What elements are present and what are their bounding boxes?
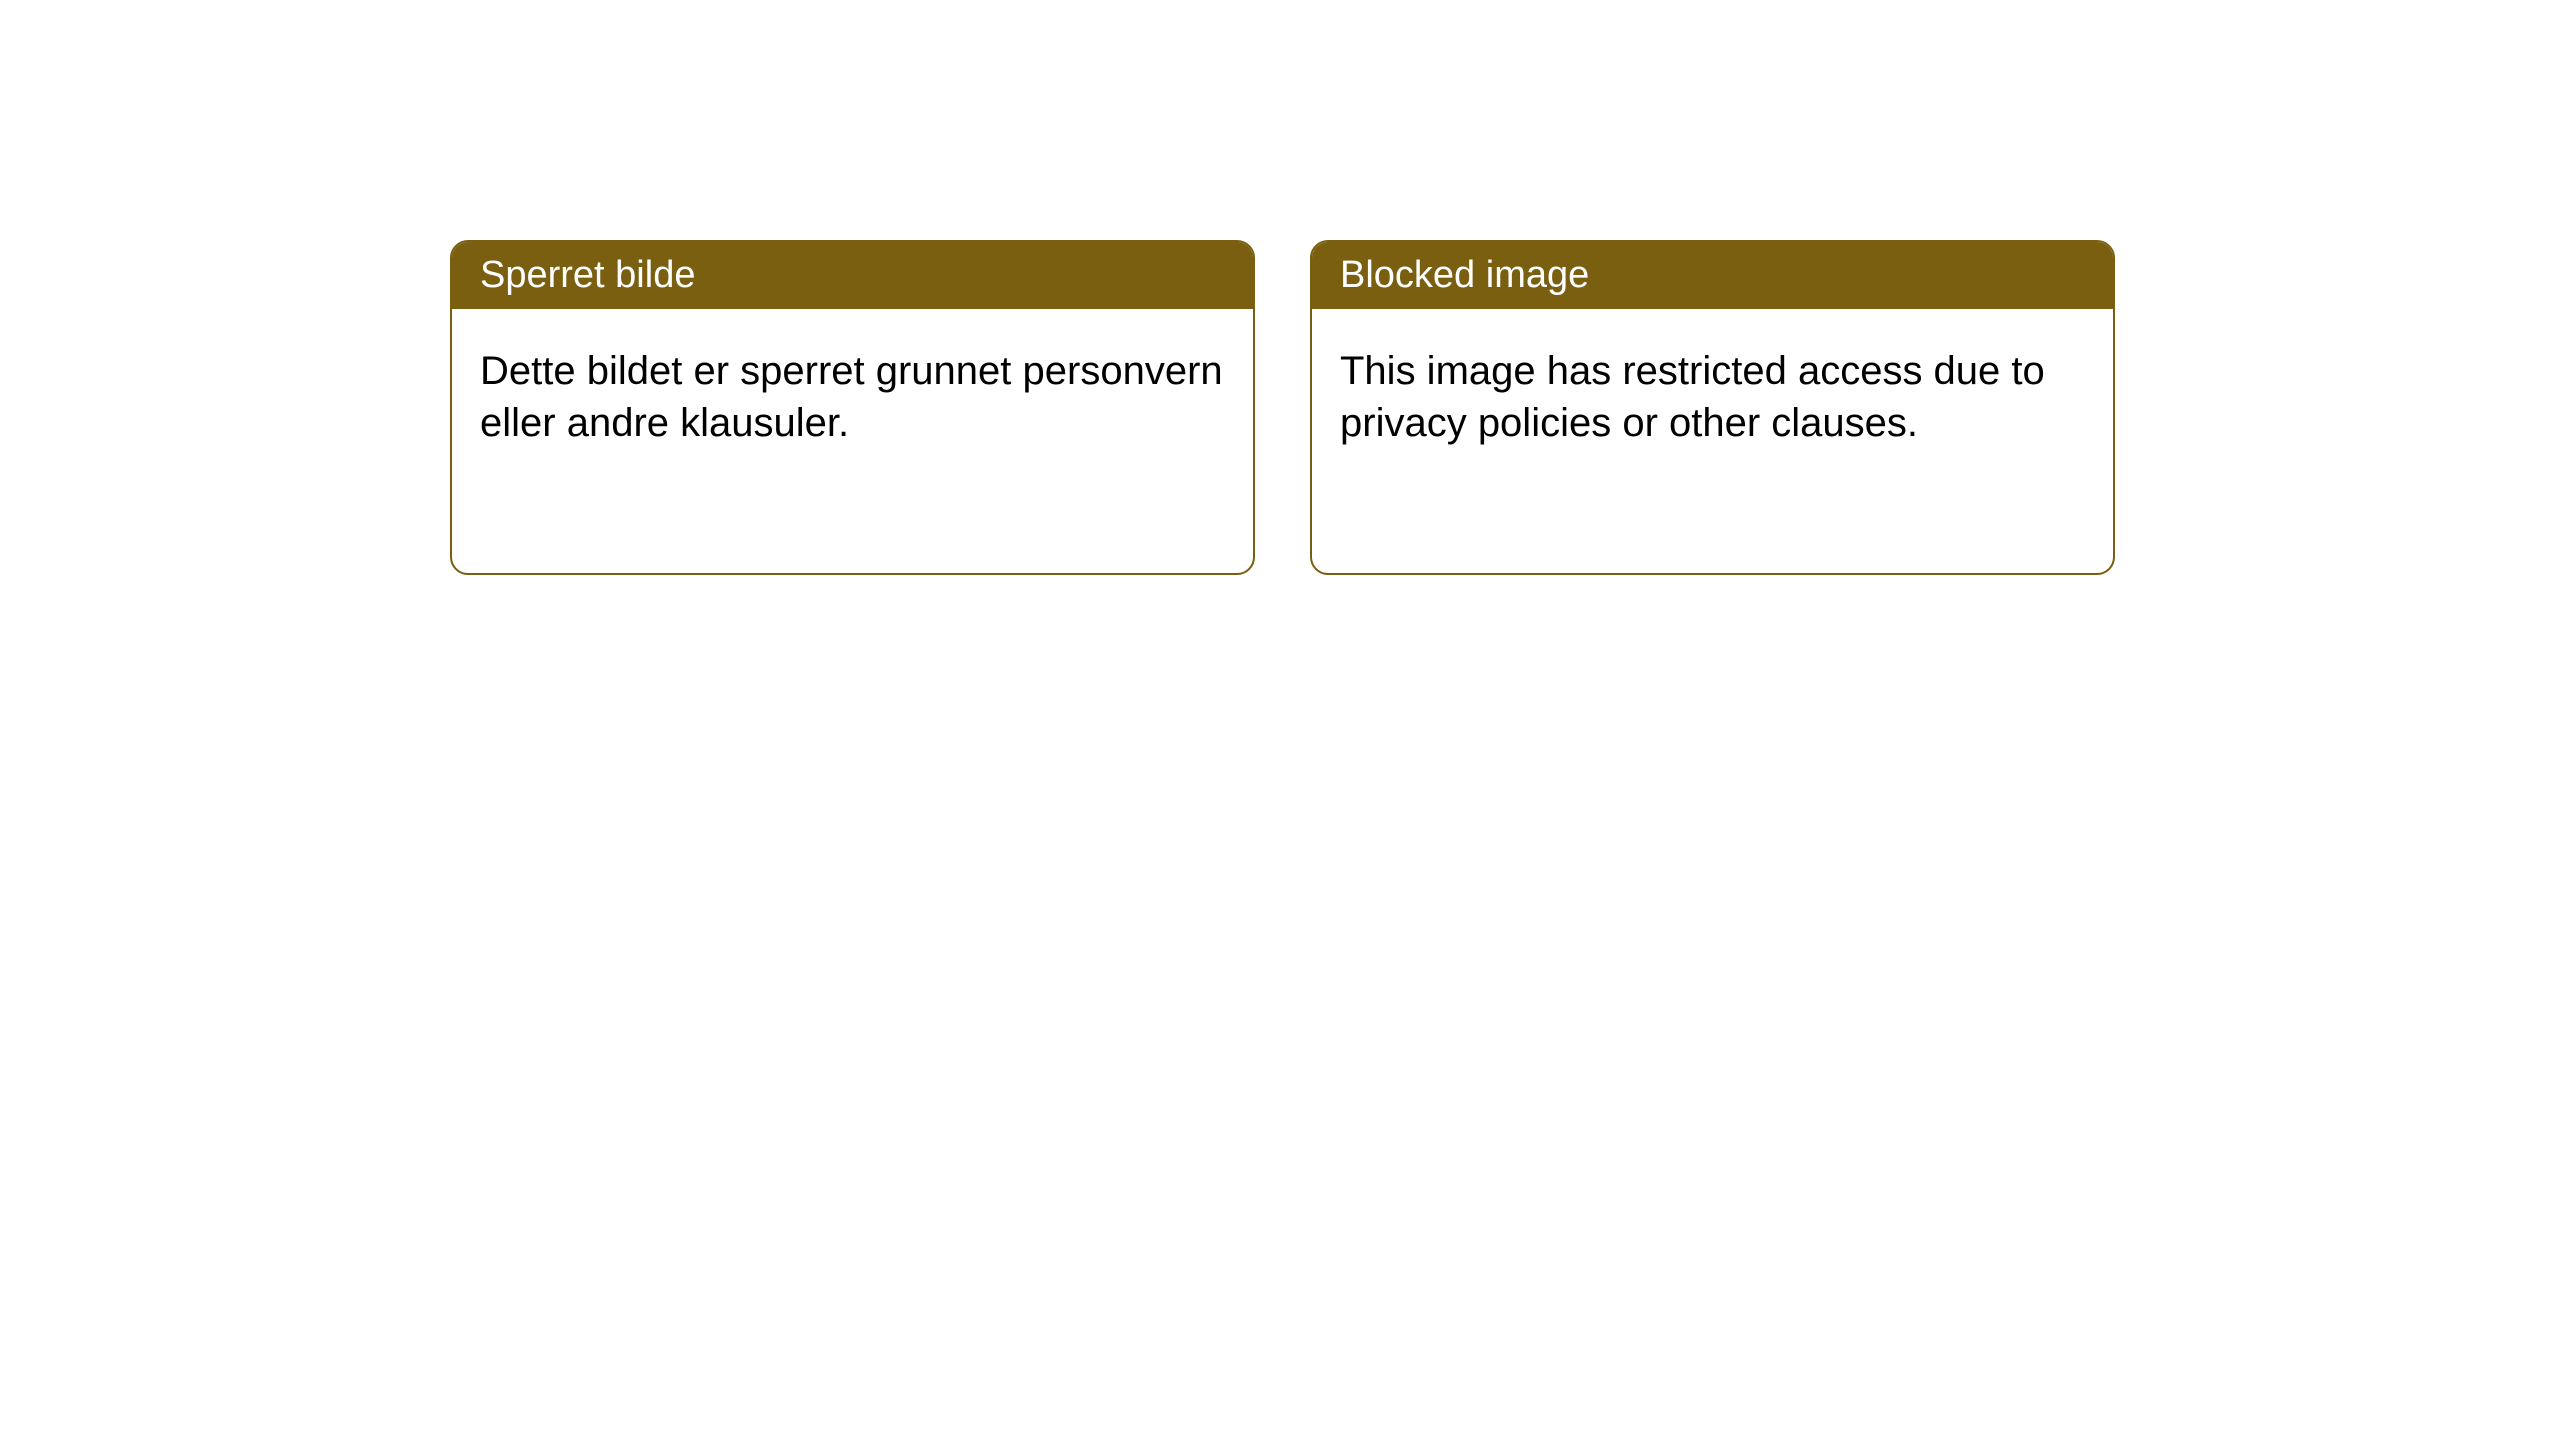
notice-header: Sperret bilde [452, 242, 1253, 309]
notice-body: This image has restricted access due to … [1312, 309, 2113, 485]
notice-card-norwegian: Sperret bilde Dette bildet er sperret gr… [450, 240, 1255, 575]
notice-container: Sperret bilde Dette bildet er sperret gr… [0, 0, 2560, 575]
notice-card-english: Blocked image This image has restricted … [1310, 240, 2115, 575]
notice-header: Blocked image [1312, 242, 2113, 309]
notice-body: Dette bildet er sperret grunnet personve… [452, 309, 1253, 485]
